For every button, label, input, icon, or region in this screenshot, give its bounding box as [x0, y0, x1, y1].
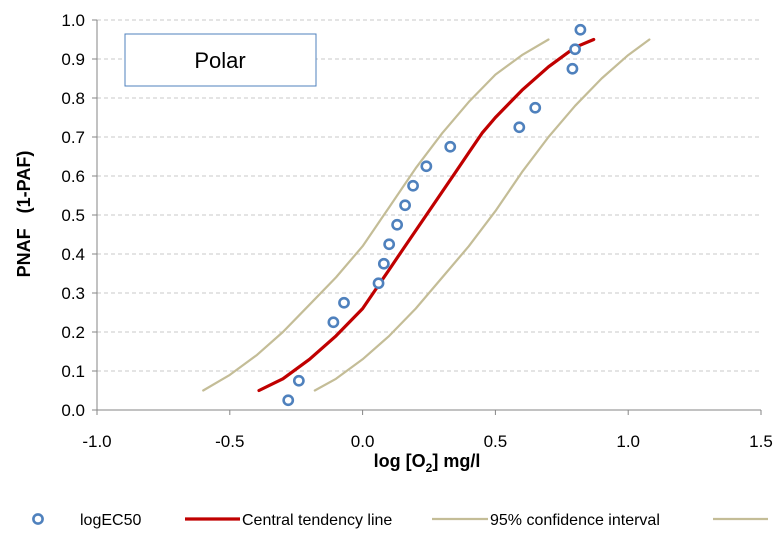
axes	[92, 19, 762, 415]
logec50-point	[569, 43, 581, 56]
y-tick-label: 0.8	[61, 89, 85, 108]
x-axis-label-suffix: ] mg/l	[432, 451, 480, 471]
x-axis-label-main: log [O	[374, 451, 426, 471]
logec50-point	[513, 121, 526, 134]
annotation-text: Polar	[194, 48, 245, 73]
y-tick-label: 0.5	[61, 206, 85, 225]
logec50-point	[327, 316, 340, 329]
legend: logEC50 Central tendency line 95% confiden…	[32, 512, 768, 529]
series-points	[282, 23, 587, 407]
logec50-point	[566, 62, 579, 75]
logec50-point	[282, 394, 295, 407]
y-tick-label: 0.4	[61, 245, 85, 264]
x-tick-label: 0.5	[484, 432, 508, 451]
x-tick-label: 1.5	[749, 432, 773, 451]
y-tick-label: 0.9	[61, 50, 85, 69]
x-tick-label: -1.0	[82, 432, 111, 451]
logec50-point	[399, 199, 411, 212]
y-tick-label: 0.3	[61, 284, 85, 303]
x-tick-label: 1.0	[616, 432, 640, 451]
y-tick-label: 0.1	[61, 362, 85, 381]
logec50-point	[574, 23, 587, 36]
gridlines	[97, 19, 761, 372]
x-axis-label: log [O2] mg/l	[374, 451, 481, 475]
y-tick-label: 0.7	[61, 128, 85, 147]
logec50-point	[372, 277, 385, 290]
legend-marker-logec50	[32, 513, 44, 525]
tick-labels: 0.0 0.1 0.2 0.3 0.4 0.5 0.6 0.7 0.8 0.9 1.0 -1.0 -0.…	[61, 11, 772, 451]
x-tick-label: -0.5	[215, 432, 244, 451]
central-tendency-line	[257, 37, 596, 393]
x-tick-label: 0.0	[351, 432, 375, 451]
y-tick-label: 1.0	[61, 11, 85, 30]
annotation-box: Polar	[124, 33, 317, 87]
logec50-point	[444, 140, 457, 153]
confidence-interval-line	[202, 38, 550, 392]
logec50-point	[391, 218, 404, 231]
legend-label-confidence: 95% confidence interval	[490, 512, 660, 529]
legend-label-central: Central tendency line	[242, 512, 392, 529]
y-tick-label: 0.0	[61, 401, 85, 420]
y-tick-label: 0.2	[61, 323, 85, 342]
logec50-point	[529, 101, 542, 114]
y-tick-label: 0.6	[61, 167, 85, 186]
x-axis-label-subscript: 2	[426, 461, 433, 475]
logec50-point	[383, 238, 396, 251]
logec50-point	[292, 374, 305, 387]
legend-label-logec50: logEC50	[80, 512, 141, 529]
series-lines	[202, 37, 651, 393]
logec50-point	[377, 257, 390, 270]
logec50-point	[407, 179, 419, 192]
logec50-point	[420, 160, 433, 173]
confidence-interval-line	[313, 38, 651, 392]
y-axis-label: PNAF (1-PAF)	[14, 151, 34, 278]
logec50-point	[338, 296, 350, 309]
